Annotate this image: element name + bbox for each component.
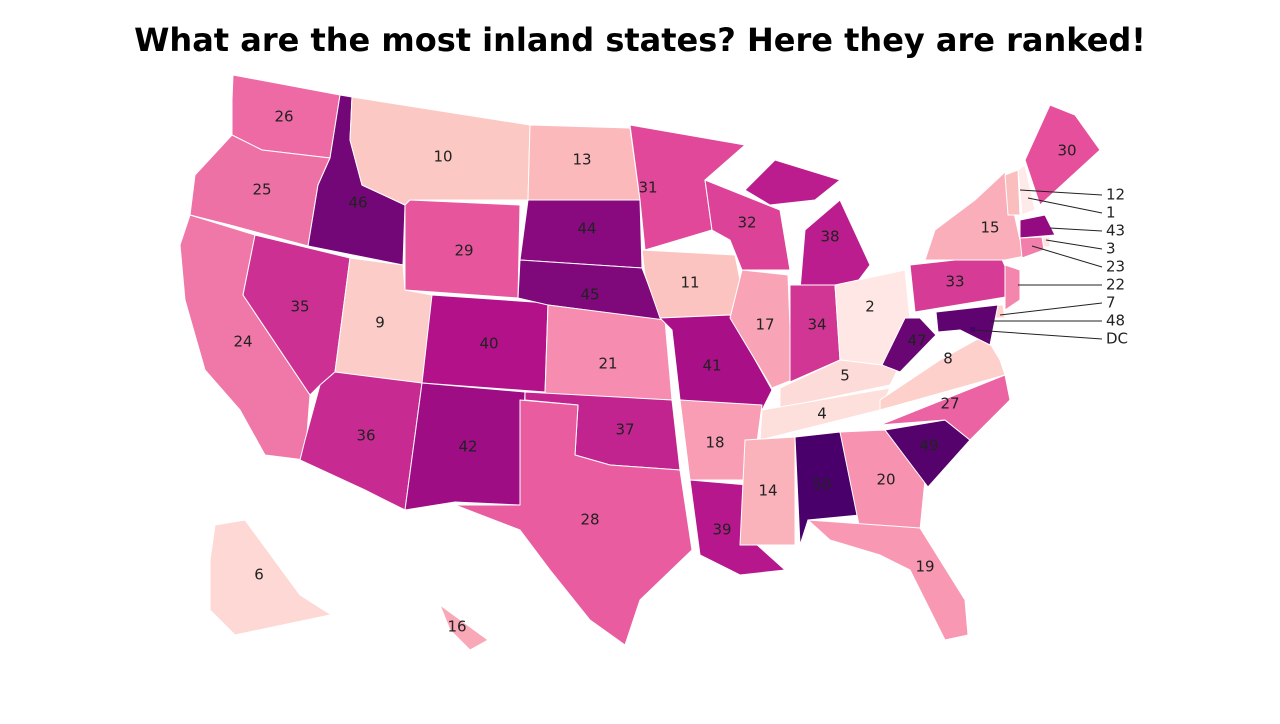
state — [879, 374, 1011, 441]
state-label: 42 — [458, 438, 477, 456]
state-label: 30 — [1057, 142, 1076, 160]
state-label: 8 — [943, 350, 953, 368]
state — [544, 304, 673, 401]
state-label: 17 — [755, 316, 774, 334]
state — [1024, 104, 1101, 206]
state-label: 41 — [702, 357, 721, 375]
state-label: 26 — [274, 108, 293, 126]
state-label: 28 — [580, 511, 599, 529]
state-label: 47 — [907, 332, 926, 350]
state-label: 5 — [840, 367, 850, 385]
state-label: 37 — [615, 421, 634, 439]
state-label: 48 — [1106, 312, 1125, 330]
state-label: 33 — [945, 273, 964, 291]
state-label: 4 — [817, 405, 827, 423]
state-label: 39 — [712, 521, 731, 539]
state-label: 50 — [812, 476, 831, 494]
state-label: 36 — [356, 427, 375, 445]
state-label: 12 — [1106, 186, 1125, 204]
state — [404, 199, 521, 299]
state-label: 32 — [737, 214, 756, 232]
leader-line — [1031, 245, 1103, 268]
leader-line — [1019, 189, 1103, 196]
state-label: 35 — [290, 298, 309, 316]
state — [1004, 169, 1021, 216]
state-label: 44 — [577, 220, 596, 238]
state-label: 23 — [1106, 258, 1125, 276]
state — [794, 431, 861, 546]
state-label: 24 — [233, 333, 252, 351]
state-label: 13 — [572, 151, 591, 169]
state-label: 45 — [580, 286, 599, 304]
state-label: 25 — [252, 181, 271, 199]
leader-line — [1045, 239, 1103, 250]
dc-label: DC — [1106, 330, 1128, 348]
state — [1004, 264, 1021, 311]
state-label: 34 — [807, 316, 826, 334]
title: What are the most inland states? Here th… — [134, 21, 1146, 59]
state — [807, 519, 969, 641]
state-label: 3 — [1106, 240, 1116, 258]
state-label: 21 — [598, 355, 617, 373]
state-label: 20 — [876, 471, 895, 489]
leader-line — [1027, 197, 1103, 214]
state-label: 43 — [1106, 222, 1125, 240]
state-label: 7 — [1106, 294, 1116, 312]
state — [439, 604, 489, 651]
state-label: 27 — [940, 395, 959, 413]
state-label: 31 — [638, 179, 657, 197]
state — [881, 317, 937, 373]
state — [1019, 214, 1056, 239]
state — [744, 159, 871, 291]
state — [935, 304, 999, 346]
state — [739, 436, 796, 546]
state — [729, 269, 793, 389]
state-label: 49 — [919, 437, 938, 455]
state-label: 18 — [705, 434, 724, 452]
state-label: 15 — [980, 219, 999, 237]
state-label: 29 — [454, 242, 473, 260]
state-label: 11 — [680, 274, 699, 292]
state — [879, 334, 1006, 411]
state-label: 9 — [375, 314, 385, 332]
state — [454, 399, 693, 646]
state-label: 46 — [348, 194, 367, 212]
leader-line — [1049, 227, 1103, 232]
state-label: 2 — [865, 298, 875, 316]
state — [1019, 236, 1045, 259]
dc-region — [970, 327, 975, 332]
state-label: 10 — [433, 148, 452, 166]
state-label: 40 — [479, 335, 498, 353]
state-label: 38 — [820, 228, 839, 246]
state-label: 1 — [1106, 204, 1116, 222]
state — [404, 382, 526, 511]
state-label: 14 — [758, 482, 777, 500]
leader-line — [999, 302, 1103, 316]
state-label: 16 — [447, 618, 466, 636]
state — [209, 519, 356, 636]
state-label: 19 — [915, 558, 934, 576]
state-label: 6 — [254, 566, 264, 584]
leader-line — [973, 329, 1103, 340]
state-label: 22 — [1106, 276, 1125, 294]
